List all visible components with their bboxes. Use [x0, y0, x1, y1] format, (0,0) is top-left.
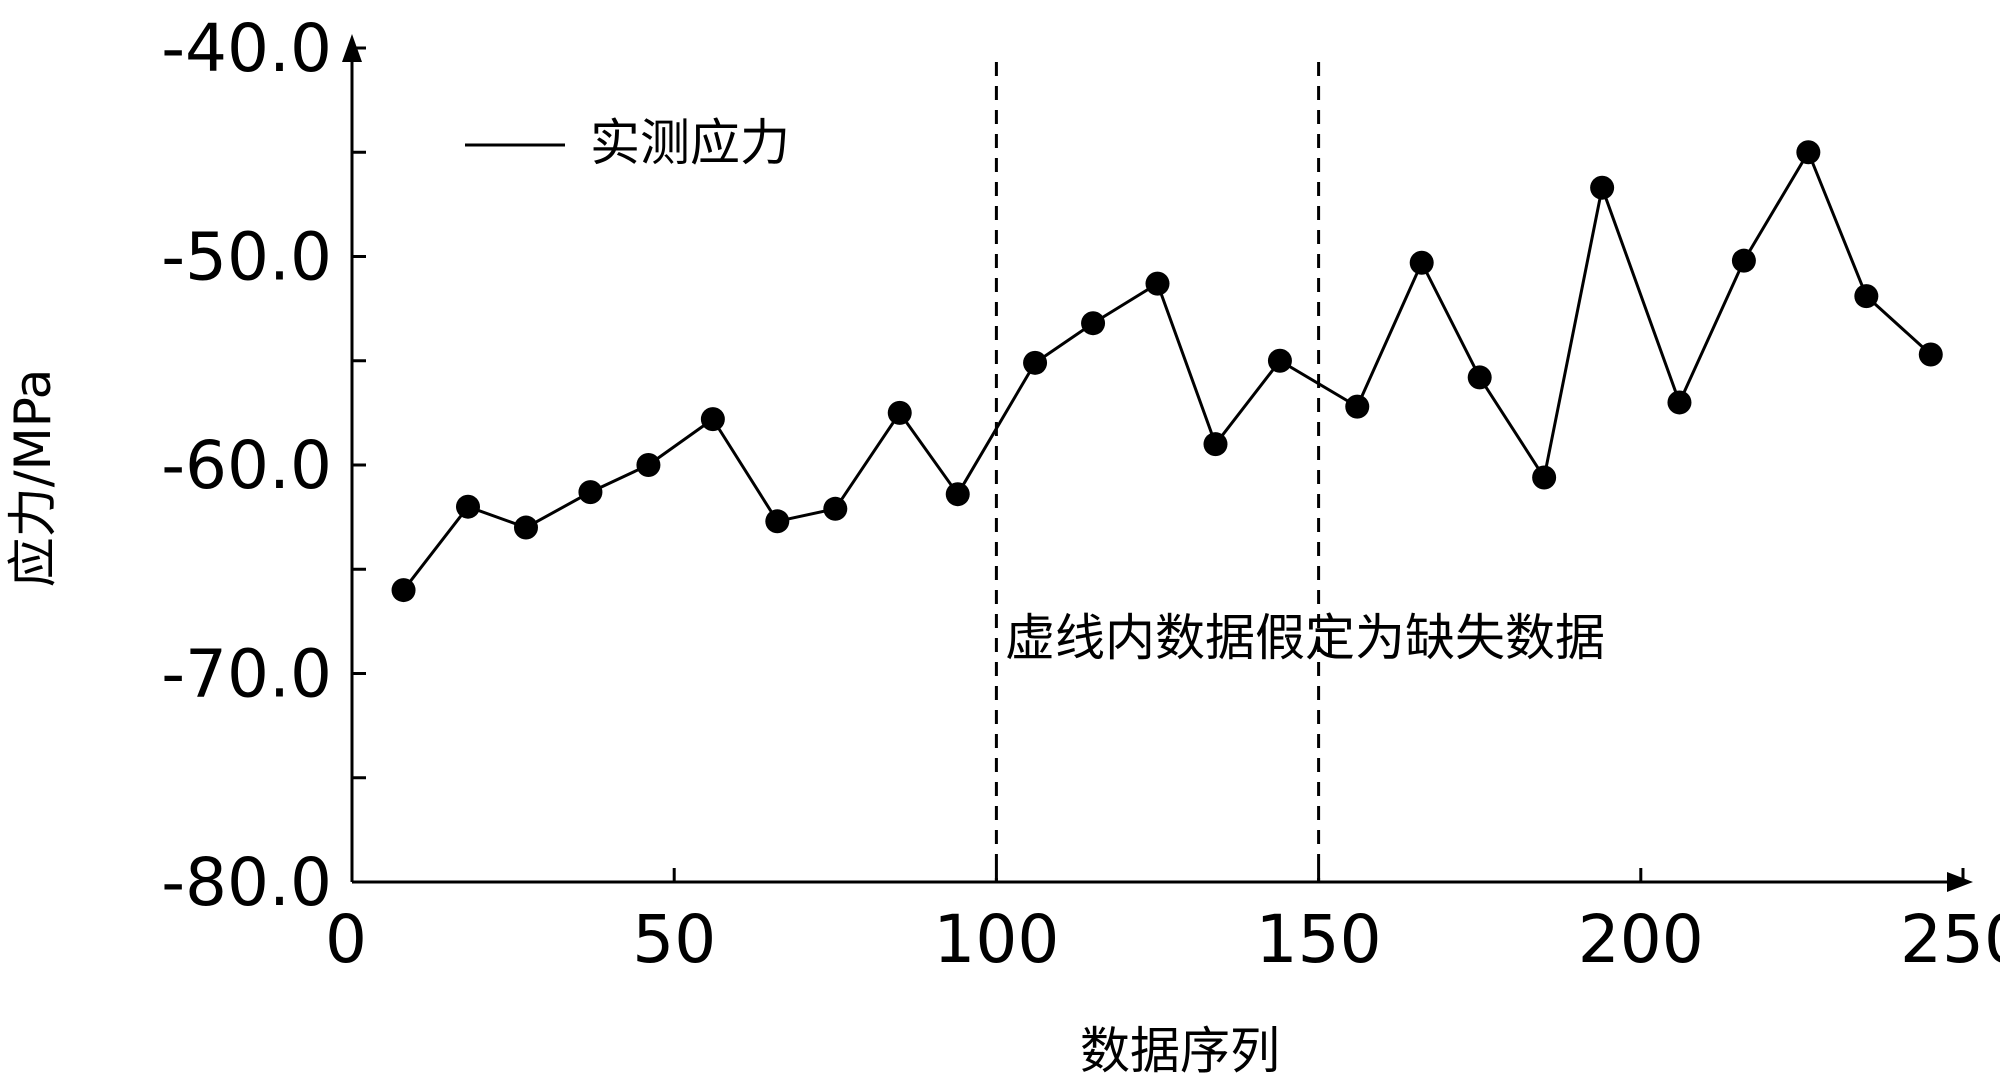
data-point	[887, 400, 912, 425]
y-tick-label: -80.0	[161, 844, 332, 921]
data-point	[1667, 390, 1692, 415]
data-point	[1409, 250, 1434, 275]
x-tick-label: 50	[632, 901, 716, 978]
data-point	[1267, 348, 1292, 373]
data-point	[1590, 175, 1615, 200]
legend-entry-label: 实测应力	[590, 114, 790, 172]
y-axis-label: 应力/MPa	[4, 369, 62, 588]
axes: 0 50 100 150 200 250 -40.0 -50.0 -60.0 -70.0 -80.0	[161, 10, 2000, 978]
reference-lines	[994, 62, 1321, 882]
data-point	[636, 453, 661, 477]
data-point	[1023, 350, 1048, 375]
data-point	[765, 509, 790, 534]
data-point	[1145, 271, 1170, 296]
y-tick-label: -70.0	[161, 636, 332, 713]
y-tick-label: -50.0	[161, 219, 332, 296]
x-tick-label: 200	[1578, 901, 1704, 978]
data-point	[1467, 365, 1492, 390]
x-axis-label: 数据序列	[1080, 1022, 1280, 1080]
data-point	[1796, 140, 1821, 165]
x-tick-label: 0	[325, 901, 367, 978]
data-point	[1918, 342, 1943, 367]
data-point	[1203, 432, 1228, 457]
x-tick-label: 250	[1900, 901, 2000, 978]
legend: 实测应力	[465, 114, 790, 172]
y-tick-label: -60.0	[161, 427, 332, 504]
x-tick-label: 100	[933, 901, 1059, 978]
y-tick-label: -40.0	[161, 10, 332, 87]
data-point	[1081, 311, 1106, 336]
data-point	[1854, 284, 1879, 309]
missing-data-annotation: 虚线内数据假定为缺失数据	[1005, 609, 1605, 667]
data-point	[945, 482, 970, 507]
series-layer	[391, 140, 1943, 603]
data-point	[1345, 394, 1370, 419]
data-point	[700, 407, 725, 432]
data-point	[1532, 465, 1557, 490]
data-point	[391, 578, 416, 603]
data-point	[1731, 248, 1756, 273]
labels: 数据序列 应力/MPa 虚线内数据假定为缺失数据	[4, 369, 1605, 1080]
data-point	[823, 496, 848, 521]
data-point	[455, 494, 480, 519]
data-point	[578, 480, 603, 505]
data-point	[513, 515, 538, 540]
x-axis-arrow	[1947, 872, 1973, 892]
series-line	[402, 150, 1932, 592]
x-tick-label: 150	[1256, 901, 1382, 978]
